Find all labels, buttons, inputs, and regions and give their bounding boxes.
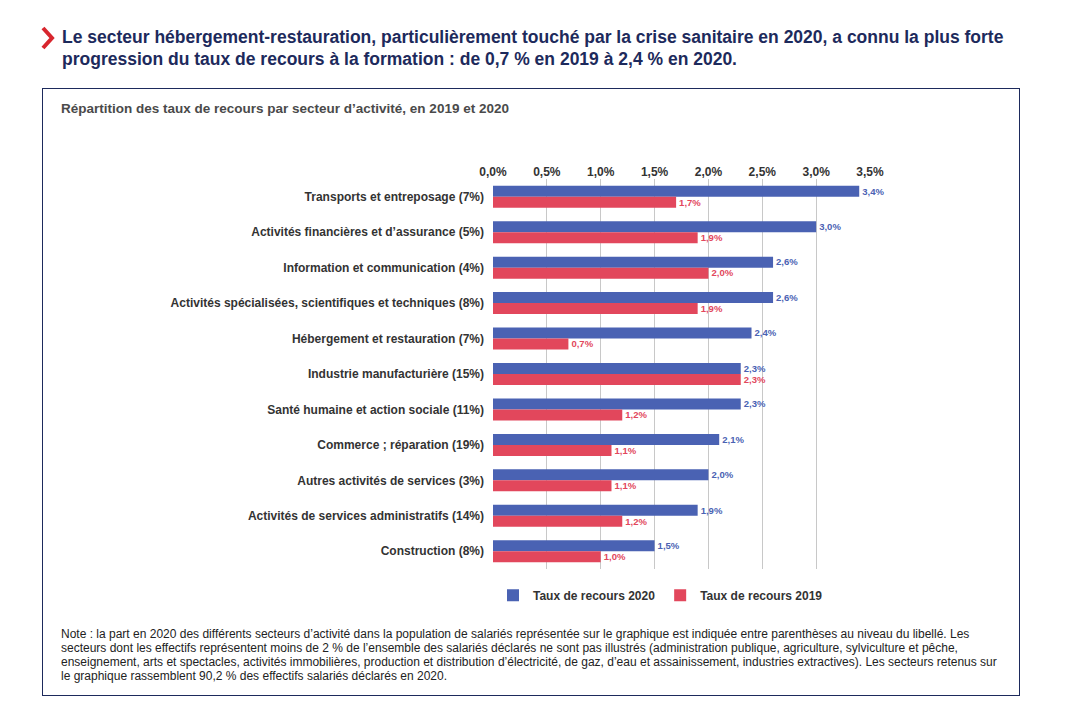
svg-text:2,0%: 2,0% — [695, 165, 723, 179]
svg-text:3,5%: 3,5% — [856, 165, 884, 179]
svg-text:2,4%: 2,4% — [755, 327, 777, 338]
svg-text:3,0%: 3,0% — [819, 221, 841, 232]
svg-text:Industrie manufacturière (15%): Industrie manufacturière (15%) — [308, 367, 484, 381]
svg-text:1,2%: 1,2% — [625, 516, 647, 527]
svg-text:Autres activités de services (: Autres activités de services (3%) — [297, 474, 484, 488]
svg-text:2,3%: 2,3% — [744, 363, 766, 374]
svg-text:1,9%: 1,9% — [701, 232, 723, 243]
svg-text:1,5%: 1,5% — [658, 540, 680, 551]
svg-text:2,6%: 2,6% — [776, 292, 798, 303]
svg-text:1,9%: 1,9% — [701, 303, 723, 314]
svg-text:2,3%: 2,3% — [744, 374, 766, 385]
svg-text:1,9%: 1,9% — [701, 505, 723, 516]
html-text:Note : la part en 2020 des dif: Note : la part en 2020 des différents se… — [61, 627, 997, 683]
svg-text:0,0%: 0,0% — [479, 165, 507, 179]
svg-text:3,0%: 3,0% — [802, 165, 830, 179]
svg-text:2,6%: 2,6% — [776, 256, 798, 267]
svg-text:Taux de recours 2020: Taux de recours 2020 — [533, 589, 655, 603]
svg-text:2,5%: 2,5% — [749, 165, 777, 179]
svg-text:2,3%: 2,3% — [744, 398, 766, 409]
svg-text:Santé humaine et action social: Santé humaine et action sociale (11%) — [267, 403, 484, 417]
svg-text:Commerce ; réparation (19%): Commerce ; réparation (19%) — [317, 438, 484, 452]
svg-text:1,1%: 1,1% — [614, 445, 636, 456]
svg-text:Information et communication (: Information et communication (4%) — [283, 261, 484, 275]
svg-text:0,7%: 0,7% — [571, 338, 593, 349]
svg-text:1,1%: 1,1% — [614, 480, 636, 491]
svg-text:0,5%: 0,5% — [533, 165, 561, 179]
svg-text:Construction (8%): Construction (8%) — [381, 544, 484, 558]
svg-text:Hébergement et restauration (7: Hébergement et restauration (7%) — [292, 332, 484, 346]
svg-text:Activités spécialisées, scient: Activités spécialisées, scientifiques et… — [171, 296, 484, 310]
html-text:Répartition des taux de recour: Répartition des taux de recours par sect… — [61, 101, 509, 116]
svg-text:2,0%: 2,0% — [711, 267, 733, 278]
svg-text:Taux de recours 2019: Taux de recours 2019 — [700, 589, 822, 603]
svg-text:Activités financières et d’ass: Activités financières et d’assurance (5%… — [251, 225, 484, 239]
svg-text:1,0%: 1,0% — [587, 165, 615, 179]
svg-text:1,5%: 1,5% — [641, 165, 669, 179]
svg-text:Activités de services administ: Activités de services administratifs (14… — [248, 509, 484, 523]
html-text:Le secteur hébergement-restaur: Le secteur hébergement-restauration, par… — [62, 27, 1004, 69]
svg-text:3,4%: 3,4% — [862, 186, 884, 197]
svg-text:1,7%: 1,7% — [679, 197, 701, 208]
svg-text:1,2%: 1,2% — [625, 409, 647, 420]
svg-text:1,0%: 1,0% — [604, 551, 626, 562]
svg-text:Transports et entreposage (7%): Transports et entreposage (7%) — [305, 190, 484, 204]
svg-text:2,0%: 2,0% — [711, 469, 733, 480]
svg-text:2,1%: 2,1% — [722, 434, 744, 445]
